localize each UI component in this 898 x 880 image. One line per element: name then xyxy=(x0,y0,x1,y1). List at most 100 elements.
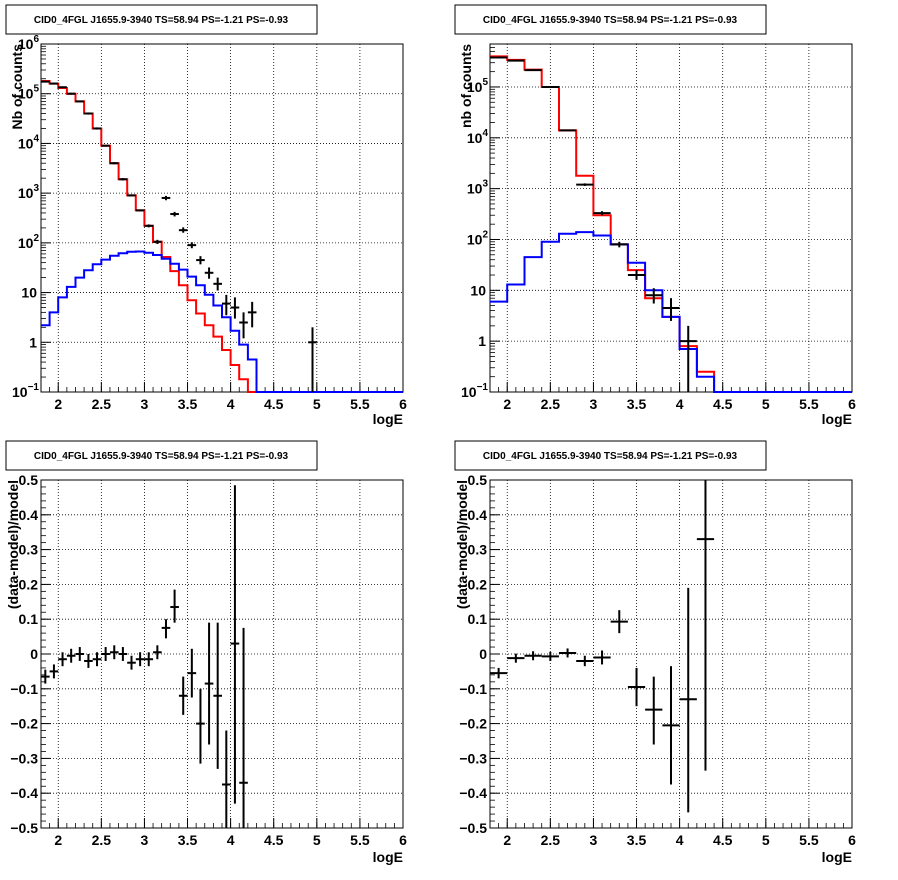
y-tick-label: 0.2 xyxy=(468,576,488,592)
data-point xyxy=(490,667,508,679)
grid xyxy=(40,43,404,393)
y-tick-exp: 5 xyxy=(33,84,39,95)
x-tick-labels: 2 2.5 3 3.5 4 4.5 5 5.5 6 xyxy=(503,832,856,848)
x-tick-label: 3.5 xyxy=(627,832,647,848)
y-tick-exp: 4 xyxy=(482,128,488,139)
x-tick-label: 2 xyxy=(503,396,511,412)
panel-title: CID0_4FGL J1655.9-3940 TS=58.94 PS=-1.21… xyxy=(34,15,289,26)
data-point xyxy=(92,127,102,130)
y-tick-label: 10−1 xyxy=(12,382,39,400)
x-tick-label: 2.5 xyxy=(541,832,561,848)
y-tick-base: 10 xyxy=(21,285,37,301)
data-point xyxy=(127,194,136,197)
x-tick-label: 5 xyxy=(313,396,321,412)
data-point xyxy=(627,270,646,280)
y-tick-label: 104 xyxy=(467,128,489,146)
x-tick-label: 5.5 xyxy=(799,396,819,412)
x-axis-label: logE xyxy=(822,411,852,427)
y-tick-label: 10−1 xyxy=(461,382,488,400)
panel-title: CID0_4FGL J1655.9-3940 TS=58.94 PS=-1.21… xyxy=(34,451,289,462)
data-point xyxy=(507,653,525,663)
y-tick-base: 10 xyxy=(467,130,483,146)
data-point xyxy=(627,667,646,707)
x-tick-label: 3.5 xyxy=(178,396,198,412)
x-axis-label: logE xyxy=(373,849,403,865)
data-point xyxy=(66,92,76,95)
x-tick-label: 6 xyxy=(399,396,407,412)
y-tick-exp: 2 xyxy=(33,233,39,244)
plot-marks xyxy=(490,480,715,813)
y-tick-label: 102 xyxy=(18,233,40,251)
y-tick-label: −0.1 xyxy=(459,681,487,697)
y-tick-label: 0.3 xyxy=(19,542,39,558)
y-tick-label: −0.4 xyxy=(459,785,487,801)
data-point xyxy=(196,688,205,764)
y-tick-base: 10 xyxy=(461,384,477,400)
y-tick-label: 10 xyxy=(470,282,486,298)
x-tick-label: 4.5 xyxy=(713,832,733,848)
data-point xyxy=(127,655,136,670)
y-axis-label: Nb of counts xyxy=(9,44,25,130)
y-tick-base: 10 xyxy=(18,235,34,251)
data-point xyxy=(84,112,93,115)
data-point xyxy=(75,100,85,103)
data-point xyxy=(58,86,67,89)
y-tick-base: 10 xyxy=(18,36,34,52)
y-tick-label: −0.1 xyxy=(10,681,38,697)
y-axis-label: nb of counts xyxy=(458,44,474,128)
data-point xyxy=(170,589,179,623)
data-point xyxy=(524,651,542,661)
data-point xyxy=(178,227,188,233)
y-tick-exp: −1 xyxy=(477,382,489,393)
data-point xyxy=(101,647,110,661)
data-point xyxy=(213,277,222,291)
data-point xyxy=(230,485,240,804)
data-point xyxy=(576,655,594,667)
x-tick-label: 6 xyxy=(848,832,856,848)
data-point xyxy=(576,183,594,186)
y-tick-base: 10 xyxy=(470,282,486,298)
data-point xyxy=(308,327,317,392)
data-point xyxy=(558,129,577,132)
data-point xyxy=(49,82,59,85)
data-point xyxy=(662,298,680,321)
y-tick-label: −0.3 xyxy=(459,750,487,766)
x-tick-label: 4.5 xyxy=(264,396,284,412)
title-box xyxy=(5,4,318,35)
y-tick-exp: 3 xyxy=(482,179,488,190)
y-tick-label: 0.4 xyxy=(19,507,39,523)
data-point xyxy=(524,69,542,72)
y-tick-base: 1 xyxy=(29,334,37,350)
data-point xyxy=(696,480,715,771)
y-tick-label: 0.2 xyxy=(19,576,39,592)
title-box xyxy=(454,4,767,35)
data-point xyxy=(75,647,85,661)
x-tick-label: 4 xyxy=(676,396,684,412)
y-tick-label: −0.2 xyxy=(459,716,487,732)
x-tick-label: 3.5 xyxy=(627,396,647,412)
x-tick-label: 5.5 xyxy=(350,832,370,848)
data-point xyxy=(593,650,611,665)
x-tick-label: 5 xyxy=(762,396,770,412)
data-point xyxy=(593,211,611,216)
x-tick-label: 4 xyxy=(227,832,235,848)
y-tick-label: −0.2 xyxy=(10,716,38,732)
data-point xyxy=(109,162,119,165)
x-tick-label: 2 xyxy=(54,832,62,848)
data-point xyxy=(213,622,222,769)
x-tick-label: 6 xyxy=(848,396,856,412)
y-tick-label: 0.1 xyxy=(468,611,488,627)
y-tick-label: 103 xyxy=(467,179,489,197)
data-point xyxy=(230,297,240,319)
y-tick-label: 0.5 xyxy=(468,472,488,488)
data-point xyxy=(41,80,50,83)
data-point xyxy=(507,59,525,62)
data-point xyxy=(610,241,628,248)
x-tick-label: 4 xyxy=(676,832,684,848)
y-axis-label: (data-model)/model xyxy=(454,480,470,609)
x-tick-label: 3 xyxy=(590,396,598,412)
data-point xyxy=(153,645,162,660)
data-point xyxy=(58,652,67,667)
